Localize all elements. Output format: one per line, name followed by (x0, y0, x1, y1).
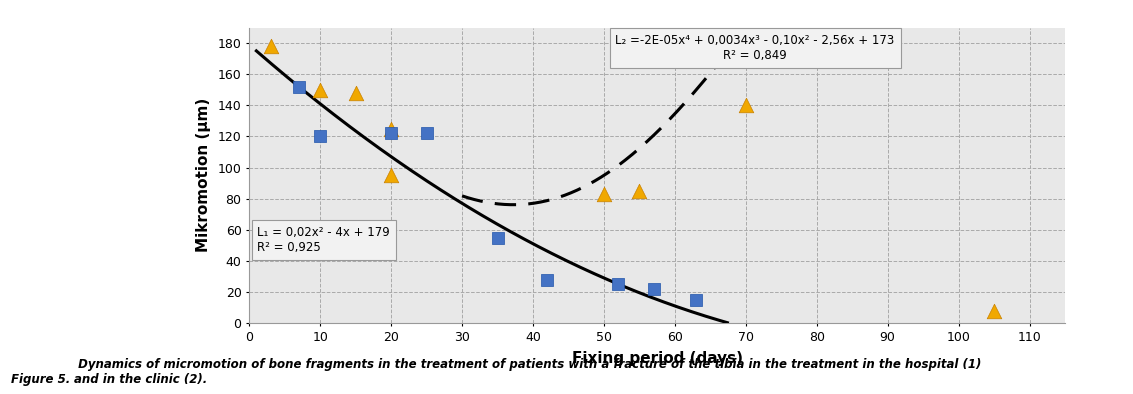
Point (610, 281, 628, 287)
Point (488, 234, 506, 241)
Point (736, 102, 755, 108)
Point (985, 307, 1003, 314)
Point (382, 126, 400, 132)
Point (312, 133, 330, 139)
Text: Dynamics of micromotion of bone fragments in the treatment of patients with a fr: Dynamics of micromotion of bone fragment… (74, 358, 981, 386)
Point (595, 191, 613, 197)
Point (312, 87, 330, 93)
Point (630, 188, 648, 194)
Point (687, 297, 705, 303)
Point (645, 286, 663, 292)
Text: Figure 5.: Figure 5. (11, 373, 70, 386)
Point (538, 276, 556, 282)
Point (382, 172, 400, 178)
Y-axis label: Mikromotion (μm): Mikromotion (μm) (196, 98, 211, 253)
Point (382, 130, 400, 136)
Point (262, 43, 280, 49)
X-axis label: Fixing period (days): Fixing period (days) (572, 351, 742, 366)
Point (290, 84, 308, 90)
Point (347, 90, 365, 96)
Point (418, 130, 436, 136)
Text: L₂ =-2E-05x⁴ + 0,0034x³ - 0,10x² - 2,56x + 173
R² = 0,849: L₂ =-2E-05x⁴ + 0,0034x³ - 0,10x² - 2,56x… (615, 34, 895, 62)
Text: L₁ = 0,02x² - 4x + 179
R² = 0,925: L₁ = 0,02x² - 4x + 179 R² = 0,925 (257, 226, 390, 255)
